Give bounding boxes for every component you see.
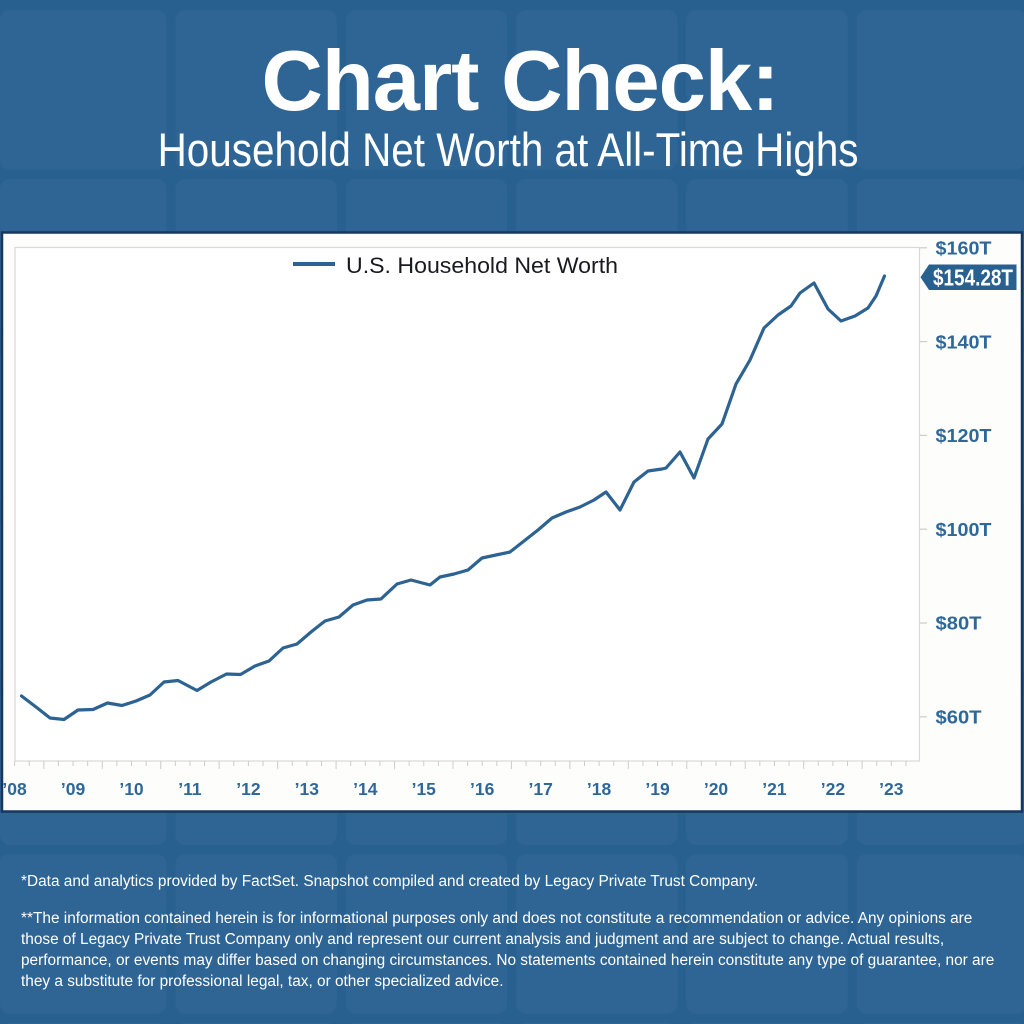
svg-text:’11: ’11 <box>178 779 202 799</box>
svg-text:’14: ’14 <box>353 779 378 799</box>
svg-text:’20: ’20 <box>704 779 729 799</box>
svg-text:’15: ’15 <box>412 779 437 799</box>
svg-text:’09: ’09 <box>61 779 86 799</box>
svg-text:$154.28T: $154.28T <box>933 265 1013 291</box>
svg-text:$120T: $120T <box>936 425 993 446</box>
svg-text:’10: ’10 <box>119 779 144 799</box>
svg-text:’18: ’18 <box>587 779 612 799</box>
svg-text:’17: ’17 <box>528 779 552 799</box>
svg-text:$160T: $160T <box>936 238 993 259</box>
svg-text:’21: ’21 <box>762 779 787 799</box>
svg-text:’13: ’13 <box>295 779 320 799</box>
svg-text:U.S. Household Net Worth: U.S. Household Net Worth <box>346 253 618 278</box>
svg-text:’22: ’22 <box>821 779 846 799</box>
svg-text:’23: ’23 <box>879 779 904 799</box>
svg-text:’16: ’16 <box>470 779 495 799</box>
svg-text:$100T: $100T <box>936 519 993 540</box>
svg-text:’08: ’08 <box>2 779 27 799</box>
svg-text:$140T: $140T <box>936 331 993 352</box>
svg-text:$60T: $60T <box>936 707 983 728</box>
svg-text:$80T: $80T <box>936 613 983 634</box>
svg-text:’12: ’12 <box>236 779 261 799</box>
svg-text:’19: ’19 <box>645 779 670 799</box>
